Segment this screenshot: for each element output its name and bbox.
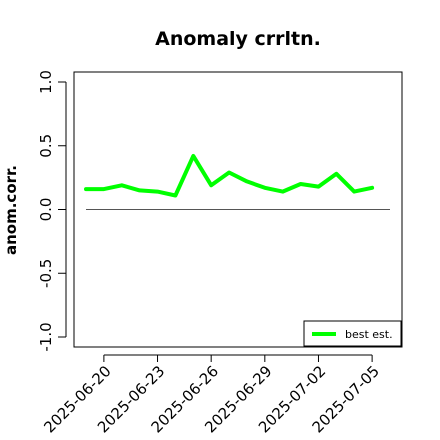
series-line-0 [84,153,375,198]
y-tick-label: 0.0 [37,198,55,222]
chart-title: Anomaly crrltn. [155,28,321,50]
plot-frame [73,71,403,348]
y-tick-label: 1.0 [37,70,55,94]
legend: best est. [303,320,402,347]
legend-label-best-est: best est. [345,328,393,341]
y-tick-label: 0.5 [37,134,55,158]
y-tick-label: -0.5 [37,259,55,288]
y-axis-label: anom.corr. [2,165,20,255]
y-tick-label: -1.0 [37,322,55,351]
